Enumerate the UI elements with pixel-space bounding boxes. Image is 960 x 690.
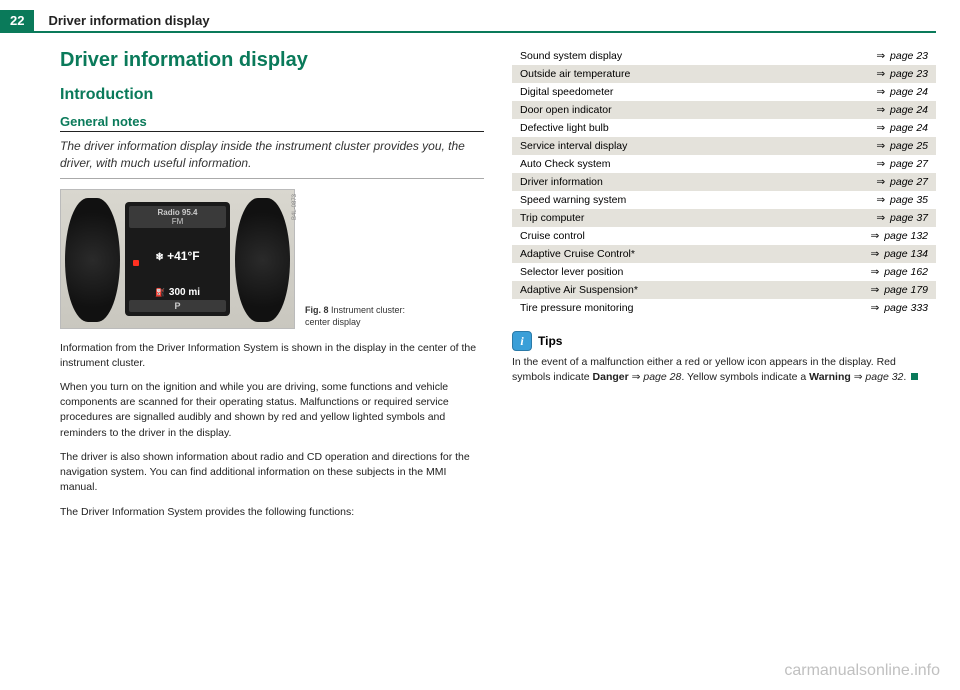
page-number: 22 bbox=[0, 10, 34, 31]
page-reference: ⇒ page 134 bbox=[786, 245, 936, 263]
table-row: Adaptive Cruise Control*⇒ page 134 bbox=[512, 245, 936, 263]
page-header: 22 Driver information display bbox=[0, 10, 936, 33]
tips-danger: Danger bbox=[593, 371, 629, 383]
display-radio: Radio 95.4 FM bbox=[129, 206, 226, 228]
tips-page-ref: page 32 bbox=[865, 371, 903, 383]
page-reference: ⇒ page 333 bbox=[786, 299, 936, 317]
instrument-cluster-figure: Radio 95.4 FM ❄ +41°F ⛽ 300 mi P B4L-0873 bbox=[60, 189, 295, 329]
table-row: Door open indicator⇒ page 24 bbox=[512, 101, 936, 119]
section-heading: Introduction bbox=[60, 86, 484, 104]
page-reference: ⇒ page 27 bbox=[786, 173, 936, 191]
figure-caption: Fig. 8 Instrument cluster: center displa… bbox=[305, 305, 425, 328]
page-reference: ⇒ page 132 bbox=[786, 227, 936, 245]
function-label: Cruise control bbox=[512, 227, 786, 245]
image-code: B4L-0873 bbox=[292, 194, 298, 220]
table-row: Selector lever position⇒ page 162 bbox=[512, 263, 936, 281]
table-row: Auto Check system⇒ page 27 bbox=[512, 155, 936, 173]
function-label: Outside air temperature bbox=[512, 65, 786, 83]
page-reference: ⇒ page 24 bbox=[786, 101, 936, 119]
right-column: Sound system display⇒ page 23Outside air… bbox=[512, 43, 936, 529]
left-column: Driver information display Introduction … bbox=[60, 43, 484, 529]
page-reference: ⇒ page 37 bbox=[786, 209, 936, 227]
table-row: Adaptive Air Suspension*⇒ page 179 bbox=[512, 281, 936, 299]
tips-arrow: ⇒ bbox=[851, 371, 866, 383]
table-row: Digital speedometer⇒ page 24 bbox=[512, 83, 936, 101]
page-reference: ⇒ page 162 bbox=[786, 263, 936, 281]
center-display: Radio 95.4 FM ❄ +41°F ⛽ 300 mi P bbox=[125, 202, 230, 316]
tips-heading: Tips bbox=[538, 334, 562, 348]
figure-label: Fig. 8 bbox=[305, 305, 329, 315]
tips-arrow: ⇒ bbox=[629, 371, 644, 383]
paragraph: When you turn on the ignition and while … bbox=[60, 380, 484, 441]
page-reference: ⇒ page 23 bbox=[786, 47, 936, 65]
radio-band: FM bbox=[129, 217, 226, 226]
function-label: Adaptive Cruise Control* bbox=[512, 245, 786, 263]
watermark: carmanualsonline.info bbox=[784, 662, 940, 680]
reference-table: Sound system display⇒ page 23Outside air… bbox=[512, 47, 936, 317]
function-label: Driver information bbox=[512, 173, 786, 191]
function-label: Sound system display bbox=[512, 47, 786, 65]
table-row: Driver information⇒ page 27 bbox=[512, 173, 936, 191]
function-label: Speed warning system bbox=[512, 191, 786, 209]
odometer-value: 300 mi bbox=[169, 287, 200, 298]
intro-text: The driver information display inside th… bbox=[60, 138, 484, 179]
fuel-icon: ⛽ bbox=[155, 288, 165, 297]
function-label: Trip computer bbox=[512, 209, 786, 227]
function-label: Selector lever position bbox=[512, 263, 786, 281]
function-label: Auto Check system bbox=[512, 155, 786, 173]
table-row: Cruise control⇒ page 132 bbox=[512, 227, 936, 245]
tips-page-ref: page 28 bbox=[643, 371, 681, 383]
info-icon: i bbox=[512, 331, 532, 351]
paragraph: Information from the Driver Information … bbox=[60, 341, 484, 371]
display-temp-row: ❄ +41°F bbox=[129, 228, 226, 285]
table-row: Outside air temperature⇒ page 23 bbox=[512, 65, 936, 83]
function-label: Adaptive Air Suspension* bbox=[512, 281, 786, 299]
page-reference: ⇒ page 27 bbox=[786, 155, 936, 173]
page-reference: ⇒ page 25 bbox=[786, 137, 936, 155]
tips-text: . Yellow symbols indicate a bbox=[681, 371, 809, 383]
function-label: Door open indicator bbox=[512, 101, 786, 119]
tips-heading-row: i Tips bbox=[512, 331, 936, 351]
content-columns: Driver information display Introduction … bbox=[0, 33, 960, 529]
gauge-left bbox=[65, 198, 120, 322]
table-row: Trip computer⇒ page 37 bbox=[512, 209, 936, 227]
display-gear: P bbox=[129, 300, 226, 312]
figure-row: Radio 95.4 FM ❄ +41°F ⛽ 300 mi P B4L-0873… bbox=[60, 189, 484, 329]
display-odometer: ⛽ 300 mi bbox=[129, 285, 226, 300]
subsection-heading: General notes bbox=[60, 114, 484, 132]
running-title: Driver information display bbox=[48, 13, 209, 28]
warning-light-icon bbox=[133, 260, 139, 266]
temp-value: +41°F bbox=[167, 249, 199, 263]
function-label: Defective light bulb bbox=[512, 119, 786, 137]
table-row: Defective light bulb⇒ page 24 bbox=[512, 119, 936, 137]
page-title: Driver information display bbox=[60, 49, 484, 72]
tips-paragraph: In the event of a malfunction either a r… bbox=[512, 355, 936, 385]
page-reference: ⇒ page 23 bbox=[786, 65, 936, 83]
page-reference: ⇒ page 35 bbox=[786, 191, 936, 209]
page-reference: ⇒ page 24 bbox=[786, 119, 936, 137]
function-label: Service interval display bbox=[512, 137, 786, 155]
function-label: Tire pressure monitoring bbox=[512, 299, 786, 317]
tips-warning: Warning bbox=[809, 371, 851, 383]
end-marker-icon bbox=[911, 373, 918, 380]
table-row: Sound system display⇒ page 23 bbox=[512, 47, 936, 65]
table-row: Service interval display⇒ page 25 bbox=[512, 137, 936, 155]
tips-text: . bbox=[903, 371, 909, 383]
table-row: Speed warning system⇒ page 35 bbox=[512, 191, 936, 209]
snowflake-icon: ❄ bbox=[155, 252, 163, 263]
table-row: Tire pressure monitoring⇒ page 333 bbox=[512, 299, 936, 317]
paragraph: The driver is also shown information abo… bbox=[60, 450, 484, 496]
page-reference: ⇒ page 24 bbox=[786, 83, 936, 101]
radio-station: Radio 95.4 bbox=[129, 208, 226, 217]
paragraph: The Driver Information System provides t… bbox=[60, 505, 484, 520]
page-reference: ⇒ page 179 bbox=[786, 281, 936, 299]
gauge-right bbox=[235, 198, 290, 322]
function-label: Digital speedometer bbox=[512, 83, 786, 101]
